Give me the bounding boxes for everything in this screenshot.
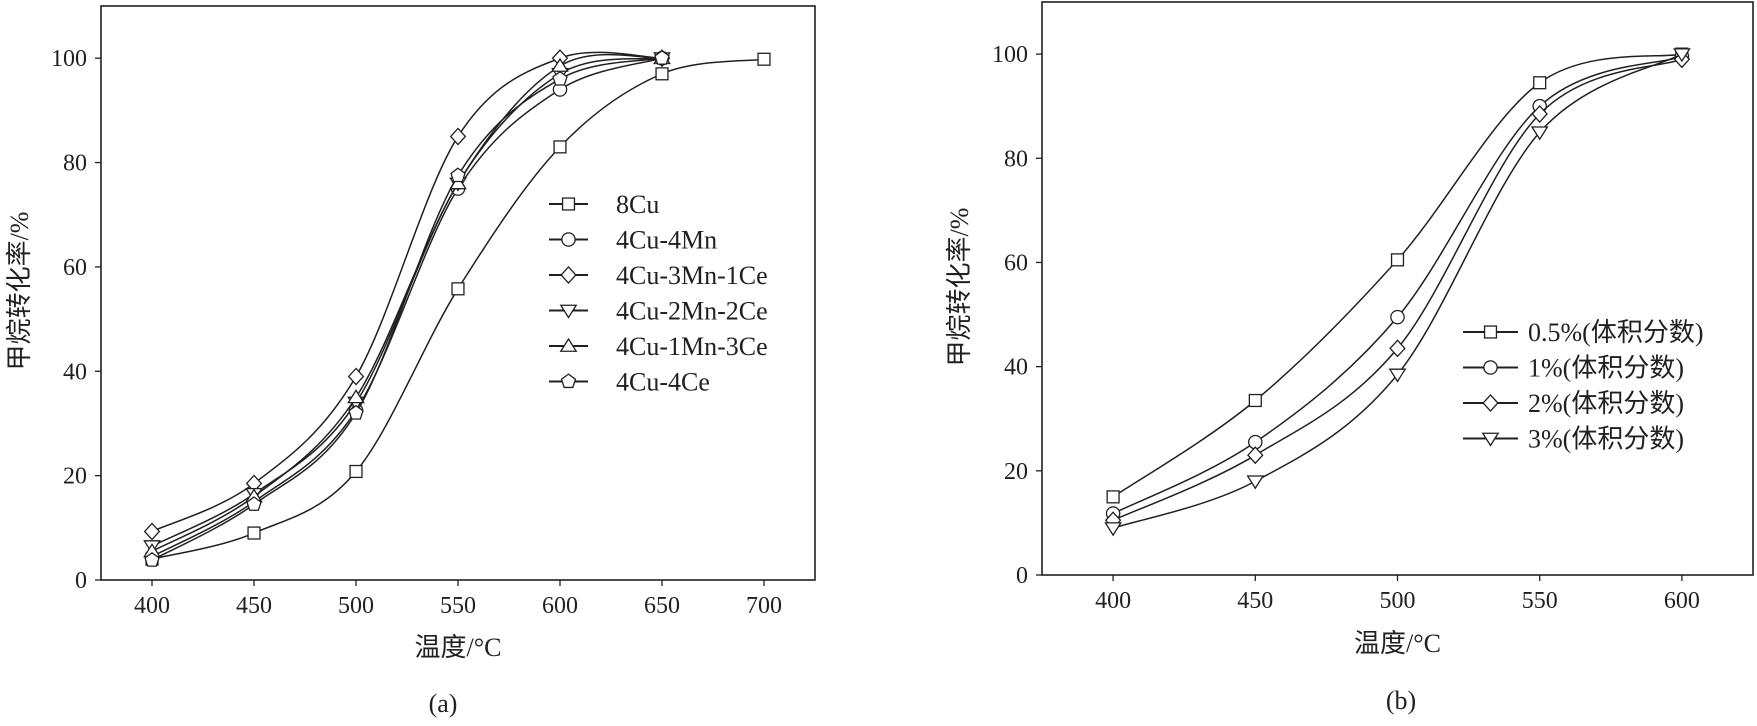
series-4Cu-1Mn-3Ce: [143, 49, 671, 558]
y-tick-label: 80: [63, 151, 87, 177]
legend-label: 4Cu-2Mn-2Ce: [616, 297, 768, 326]
x-tick-label: 650: [644, 593, 680, 619]
legend-label: 0.5%(体积分数): [1528, 318, 1703, 347]
figure-caption: (b): [1386, 686, 1416, 715]
legend-label: 4Cu-4Ce: [616, 368, 710, 397]
data-point: [1390, 309, 1405, 325]
data-point: [449, 127, 467, 146]
x-tick-label: 600: [1664, 588, 1700, 614]
y-tick-label: 60: [63, 255, 87, 281]
legend-marker: [1482, 393, 1499, 413]
data-point: [347, 367, 365, 386]
figure-caption: (a): [429, 689, 458, 718]
legend-marker: [1481, 432, 1500, 447]
data-point: [1390, 253, 1405, 267]
series-line: [151, 57, 663, 561]
x-axis-label: 温度/°C: [415, 633, 502, 662]
legend-label: 4Cu-3Mn-1Ce: [616, 261, 768, 290]
legend-label: 4Cu-4Mn: [616, 226, 717, 255]
y-tick-label: 40: [63, 359, 87, 385]
data-point: [246, 496, 262, 511]
data-point: [144, 552, 160, 567]
data-point: [1106, 490, 1120, 504]
data-point: [654, 50, 670, 65]
data-point: [349, 464, 363, 479]
data-point: [553, 140, 567, 154]
y-tick-label: 20: [1004, 459, 1028, 485]
data-point: [1389, 339, 1406, 358]
series-4Cu-2Mn-2Ce: [143, 52, 671, 555]
legend-marker: [1483, 360, 1498, 375]
data-point: [1673, 48, 1691, 63]
y-tick-label: 0: [1016, 563, 1028, 589]
data-point: [1104, 522, 1122, 537]
x-tick-label: 550: [440, 593, 476, 619]
data-point: [1388, 368, 1407, 383]
data-point: [348, 404, 364, 420]
data-point: [451, 282, 465, 296]
x-tick-label: 500: [1380, 588, 1416, 614]
legend-marker: [560, 373, 577, 389]
x-tick-label: 400: [1095, 588, 1131, 614]
y-tick-label: 60: [1004, 250, 1028, 276]
chart-b: 400 450 500 550 600 0 20 40 60 80 100 温度/°C 甲烷转化率/% (…: [945, 1, 1754, 715]
y-tick-label: 80: [1004, 146, 1028, 172]
y-axis-label: 甲烷转化率/%: [945, 208, 974, 367]
x-tick-label: 550: [1522, 588, 1558, 614]
data-point: [1246, 475, 1265, 490]
series-line: [151, 53, 663, 552]
series-line: [1112, 53, 1683, 529]
x-tick-label: 500: [338, 593, 374, 619]
legend-label: 1%(体积分数): [1528, 354, 1684, 383]
data-point: [1248, 393, 1262, 408]
legend-marker: [559, 337, 578, 352]
data-point: [450, 167, 466, 183]
legend-label: 8Cu: [616, 190, 659, 219]
data-point: [552, 70, 568, 86]
data-point: [1530, 126, 1549, 141]
series-3%(体积分数): [1104, 48, 1691, 537]
data-point: [1533, 76, 1547, 90]
y-tick-label: 0: [75, 568, 87, 594]
series-line: [151, 57, 663, 547]
y-tick-label: 20: [63, 464, 87, 490]
chart-a: 400 450 500 550 600 650 700 0 20 40 60 80 100 温度/°C 甲烷…: [5, 5, 816, 718]
series-2%(体积分数): [1104, 50, 1691, 530]
legend-label: 4Cu-1Mn-3Ce: [616, 332, 768, 361]
data-point: [347, 389, 365, 404]
legend-label: 3%(体积分数): [1528, 425, 1684, 454]
legend-marker: [560, 265, 577, 285]
x-tick-label: 700: [746, 593, 782, 619]
legend-marker: [559, 304, 578, 319]
x-tick-label: 450: [236, 593, 272, 619]
data-point: [757, 52, 771, 66]
series-line: [1112, 58, 1683, 521]
x-tick-label: 600: [542, 593, 578, 619]
x-tick-label: 450: [1237, 588, 1273, 614]
data-point: [1247, 446, 1264, 465]
series-4Cu-4Ce: [144, 50, 670, 567]
legend-marker: [561, 232, 576, 247]
y-tick-label: 100: [992, 42, 1028, 68]
legend-marker: [1483, 325, 1498, 339]
plot-frame: [1041, 1, 1754, 576]
data-point: [247, 526, 261, 540]
legend-marker: [561, 197, 576, 211]
data-point: [143, 522, 161, 541]
data-point: [655, 67, 669, 81]
series-line: [151, 57, 663, 558]
y-tick-label: 40: [1004, 355, 1028, 381]
x-tick-label: 400: [134, 593, 170, 619]
y-axis-label: 甲烷转化率/%: [5, 212, 34, 371]
x-axis-label: 温度/°C: [1354, 629, 1441, 658]
series-4Cu-4Mn: [144, 50, 670, 564]
data-point: [1531, 104, 1548, 124]
legend-label: 2%(体积分数): [1528, 389, 1684, 418]
y-tick-label: 100: [51, 46, 87, 72]
